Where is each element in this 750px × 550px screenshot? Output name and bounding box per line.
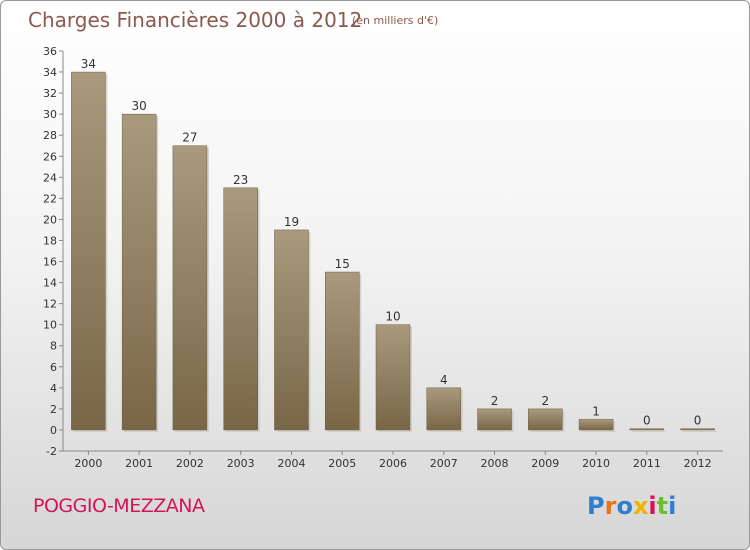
logo-letter: t <box>656 492 669 520</box>
bar <box>274 229 309 431</box>
logo-letter: o <box>616 492 633 520</box>
bar <box>680 428 715 431</box>
y-tick-label: 26 <box>43 150 57 163</box>
bar <box>172 145 208 431</box>
logo-letter: x <box>632 492 649 520</box>
y-tick-label: 16 <box>43 256 57 269</box>
bar <box>121 113 157 431</box>
bar <box>477 408 512 431</box>
y-tick-label: 18 <box>43 234 57 247</box>
proxiti-logo[interactable]: Proxiti <box>587 492 676 520</box>
data-label: 10 <box>385 310 400 324</box>
data-label: 4 <box>440 373 448 387</box>
x-tick-label: 2007 <box>430 457 458 470</box>
data-label: 1 <box>592 404 600 418</box>
chart-title: Charges Financières 2000 à 2012 <box>28 8 363 32</box>
data-label: 19 <box>284 215 299 229</box>
y-tick-label: 2 <box>50 403 57 416</box>
y-tick-label: 6 <box>50 361 57 374</box>
x-tick-label: 2010 <box>582 457 610 470</box>
x-tick-label: 2000 <box>74 457 102 470</box>
data-label: 27 <box>182 131 197 145</box>
data-label: 2 <box>541 394 549 408</box>
y-tick-label: 14 <box>43 277 57 290</box>
x-tick-label: 2011 <box>633 457 661 470</box>
x-tick-label: 2012 <box>684 457 712 470</box>
x-tick-label: 2009 <box>531 457 559 470</box>
y-tick-label: 32 <box>43 87 57 100</box>
logo-letter: i <box>668 492 677 520</box>
y-tick-label: 20 <box>43 213 57 226</box>
data-label: 0 <box>694 414 702 428</box>
data-label: 30 <box>132 99 147 113</box>
y-tick-label: 28 <box>43 129 57 142</box>
bar <box>629 428 665 431</box>
y-tick-label: 0 <box>50 424 57 437</box>
x-tick-label: 2004 <box>277 457 305 470</box>
x-tick-label: 2006 <box>379 457 407 470</box>
logo-letter: r <box>604 492 617 520</box>
bar <box>578 419 614 431</box>
y-tick-label: 10 <box>43 319 57 332</box>
bar <box>426 387 462 431</box>
x-tick-label: 2001 <box>125 457 153 470</box>
logo-letter: P <box>587 492 605 520</box>
x-tick-label: 2008 <box>481 457 509 470</box>
bar <box>71 71 106 431</box>
y-tick-label: 30 <box>43 108 57 121</box>
y-tick-label: 12 <box>43 298 57 311</box>
bar <box>375 324 411 431</box>
x-tick-label: 2005 <box>328 457 356 470</box>
bar-shadow <box>682 430 717 432</box>
y-tick-label: 34 <box>43 66 57 79</box>
data-label: 23 <box>233 173 248 187</box>
data-label: 34 <box>81 57 96 71</box>
commune-name: POGGIO-MEZZANA <box>33 495 205 517</box>
y-tick-label: -2 <box>46 445 57 458</box>
y-tick-label: 22 <box>43 192 57 205</box>
bar-shadow <box>631 430 666 432</box>
y-tick-label: 36 <box>43 45 57 58</box>
data-label: 0 <box>643 414 651 428</box>
y-tick-label: 24 <box>43 171 57 184</box>
data-label: 2 <box>491 394 499 408</box>
bar <box>223 187 258 431</box>
y-tick-label: 8 <box>50 340 57 353</box>
chart-unit-label: (en milliers d'€) <box>352 14 439 27</box>
logo-letter: i <box>648 492 657 520</box>
x-tick-label: 2002 <box>176 457 204 470</box>
bar <box>528 408 563 431</box>
x-tick-label: 2003 <box>227 457 255 470</box>
data-label: 15 <box>335 257 350 271</box>
y-tick-label: 4 <box>50 382 57 395</box>
bar <box>324 271 360 431</box>
